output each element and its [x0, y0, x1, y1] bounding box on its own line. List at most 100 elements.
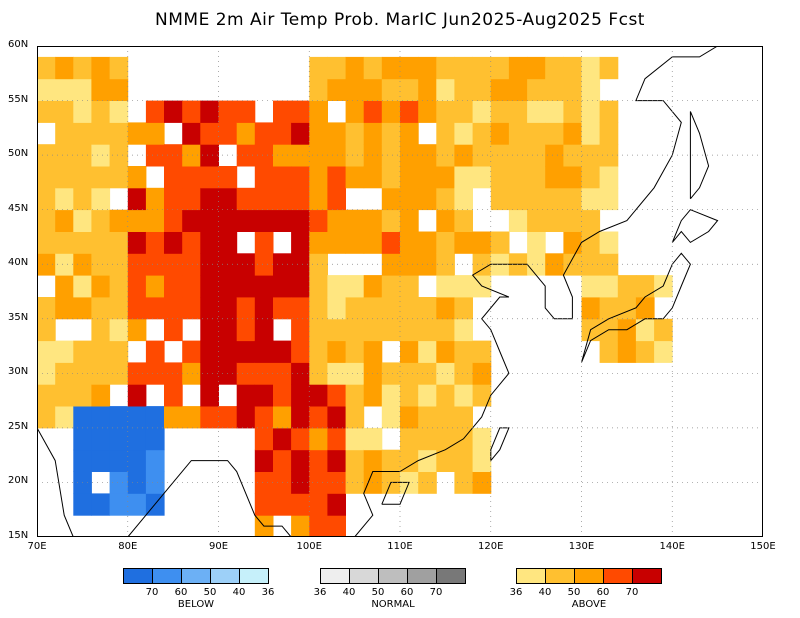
forecast-cell [490, 187, 510, 211]
forecast-cell [236, 275, 256, 298]
forecast-cell [454, 144, 473, 167]
forecast-cell [73, 406, 92, 429]
forecast-cell [273, 187, 292, 211]
forecast-cell [55, 406, 74, 429]
legend-tick-label: 36 [509, 587, 523, 598]
forecast-cell [490, 231, 510, 254]
forecast-cell [254, 471, 274, 494]
forecast-cell [127, 122, 147, 145]
forecast-cell [581, 297, 601, 320]
forecast-cell [527, 231, 546, 254]
forecast-cell [164, 384, 183, 407]
forecast-cell [37, 209, 56, 232]
legend-tick-label: 70 [625, 587, 639, 598]
forecast-cell [127, 449, 147, 472]
forecast-cell [599, 275, 619, 298]
forecast-cell [236, 297, 256, 320]
forecast-cell [327, 166, 346, 189]
forecast-cell [381, 78, 401, 101]
forecast-cell [436, 122, 455, 145]
forecast-cell [145, 122, 165, 145]
forecast-cell [436, 275, 455, 298]
forecast-cell [164, 406, 183, 429]
forecast-cell [200, 253, 219, 276]
forecast-cell [236, 122, 256, 145]
forecast-cell [164, 253, 183, 276]
forecast-cell [345, 78, 365, 101]
forecast-cell [37, 187, 56, 211]
forecast-cell [508, 144, 528, 167]
forecast-cell [309, 318, 328, 342]
longitude-tick-label: 80E [118, 541, 138, 552]
forecast-cell [236, 209, 256, 232]
forecast-cell [363, 209, 383, 232]
forecast-cell [472, 449, 492, 472]
forecast-cell [436, 449, 455, 472]
legend-tick-label: 50 [203, 587, 217, 598]
forecast-cell [218, 318, 238, 342]
forecast-cell [291, 340, 310, 363]
forecast-cell [400, 166, 419, 189]
forecast-cell [91, 122, 111, 145]
forecast-cell [454, 187, 473, 211]
forecast-cell [436, 253, 455, 276]
forecast-cell [164, 187, 183, 211]
forecast-cell [418, 78, 437, 101]
forecast-cell [400, 78, 419, 101]
forecast-cell [182, 144, 201, 167]
forecast-cell [654, 340, 673, 363]
forecast-cell [363, 449, 383, 472]
forecast-cell [381, 253, 401, 276]
forecast-cell [91, 340, 111, 363]
legend-swatch [633, 569, 661, 583]
forecast-cell [254, 318, 274, 342]
forecast-cell [91, 166, 111, 189]
legend-tick-label: 40 [232, 587, 246, 598]
forecast-cell [37, 362, 56, 385]
forecast-cell [345, 122, 365, 145]
forecast-cell [400, 187, 419, 211]
legend-swatch [408, 569, 437, 583]
forecast-cell [345, 340, 365, 363]
forecast-cell [37, 318, 56, 342]
legend-tick-label: 36 [261, 587, 275, 598]
forecast-cell [164, 297, 183, 320]
forecast-cell [327, 231, 346, 254]
legend-swatch [124, 569, 153, 583]
legend-tick-label: 36 [313, 587, 327, 598]
forecast-cell [490, 122, 510, 145]
forecast-cell [127, 231, 147, 254]
forecast-cell [327, 340, 346, 363]
forecast-cell [545, 209, 564, 232]
forecast-cell [218, 340, 238, 363]
forecast-cell [436, 384, 455, 407]
forecast-cell [327, 362, 346, 385]
forecast-cell [309, 144, 328, 167]
latitude-tick-label: 45N [8, 202, 29, 214]
forecast-cell [617, 340, 637, 363]
forecast-cell [55, 209, 74, 232]
legend-category-name: ABOVE [571, 599, 607, 610]
forecast-cell [436, 209, 455, 232]
forecast-cell [545, 56, 564, 80]
forecast-cell [109, 493, 129, 516]
forecast-cell [236, 362, 256, 385]
forecast-cell [527, 166, 546, 189]
forecast-cell [327, 471, 346, 494]
forecast-cell [73, 78, 92, 101]
forecast-cell [345, 318, 365, 342]
forecast-cell [363, 318, 383, 342]
forecast-cell [381, 231, 401, 254]
forecast-cell [73, 449, 92, 472]
forecast-cell [381, 318, 401, 342]
forecast-cell [273, 100, 292, 123]
forecast-cell [436, 100, 455, 123]
forecast-cell [563, 100, 582, 123]
forecast-cell [472, 78, 492, 101]
forecast-cell [454, 471, 473, 494]
forecast-cell [309, 122, 328, 145]
longitude-tick-label: 90E [208, 541, 229, 552]
forecast-cell [436, 56, 455, 80]
legend-category-name: NORMAL [371, 599, 415, 610]
forecast-cell [109, 427, 129, 451]
